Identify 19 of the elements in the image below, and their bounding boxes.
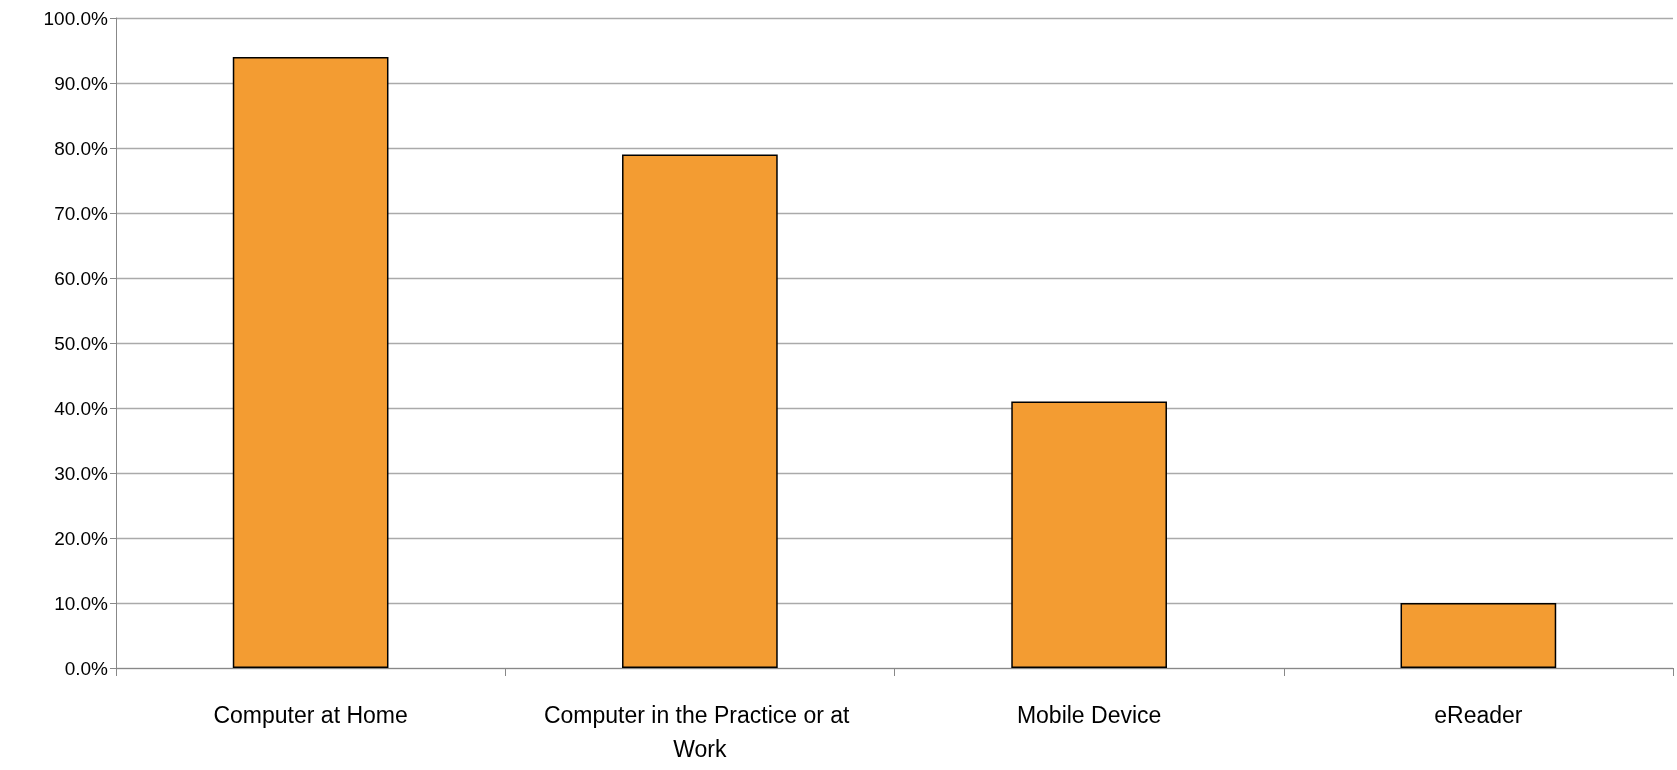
x-tick-label: Computer in the Practice or at Work xyxy=(543,702,856,762)
y-tick-label: 10.0% xyxy=(54,592,109,614)
y-tick-label: 30.0% xyxy=(54,462,109,484)
bar xyxy=(1011,401,1167,668)
x-tick-label: eReader xyxy=(1434,702,1523,728)
bar xyxy=(232,57,389,668)
y-tick-label: 40.0% xyxy=(54,397,109,419)
y-tick-label: 90.0% xyxy=(54,72,109,94)
x-tick-label: Computer at Home xyxy=(213,702,408,728)
x-tick-label: Mobile Device xyxy=(1016,702,1162,728)
y-tick-label: 0.0% xyxy=(64,657,109,679)
y-tick-label: 20.0% xyxy=(54,527,109,549)
bar xyxy=(1400,603,1557,668)
y-tick-label: 60.0% xyxy=(54,267,109,289)
y-tick-label: 100.0% xyxy=(43,7,109,29)
y-tick-label: 50.0% xyxy=(54,332,109,354)
bar xyxy=(622,154,778,668)
y-tick-label: 70.0% xyxy=(54,202,109,224)
y-tick-label: 80.0% xyxy=(54,137,109,159)
